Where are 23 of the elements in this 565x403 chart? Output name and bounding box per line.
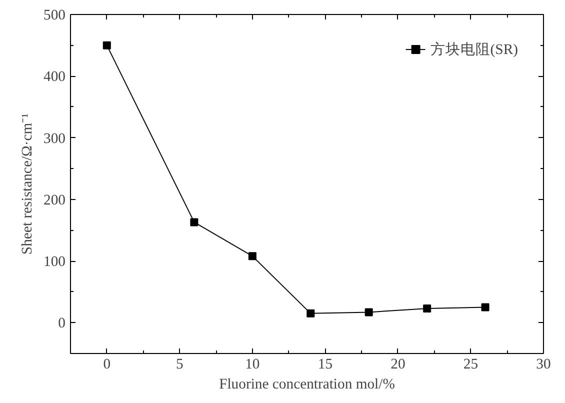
y-tick-label: 200: [44, 192, 66, 208]
x-tick-label: 10: [245, 356, 260, 372]
x-tick-label: 0: [103, 356, 111, 372]
y-tick-label: 500: [44, 8, 66, 24]
point: [481, 303, 490, 312]
y-tick-label: 300: [44, 130, 66, 147]
x-tick-label: 5: [176, 356, 184, 372]
y-axis-title: Sheet resistance/Ω·cm⁻¹: [20, 113, 36, 255]
legend-label: 方块电阻(SR): [430, 40, 518, 58]
point: [423, 304, 432, 313]
x-tick-label: 25: [463, 356, 478, 372]
y-tick-label: 400: [44, 69, 66, 86]
point: [306, 309, 315, 318]
point: [248, 252, 256, 260]
point: [190, 218, 198, 226]
x-tick-label: 30: [536, 356, 551, 372]
point: [364, 308, 373, 316]
x-axis-title: Fluorine concentration mol/%: [219, 376, 395, 392]
x-tick-label: 15: [318, 356, 333, 372]
y-tick-label: 100: [44, 254, 66, 270]
x-tick-label: 20: [390, 356, 406, 372]
point: [102, 41, 111, 50]
y-tick-label: 0: [58, 316, 66, 332]
